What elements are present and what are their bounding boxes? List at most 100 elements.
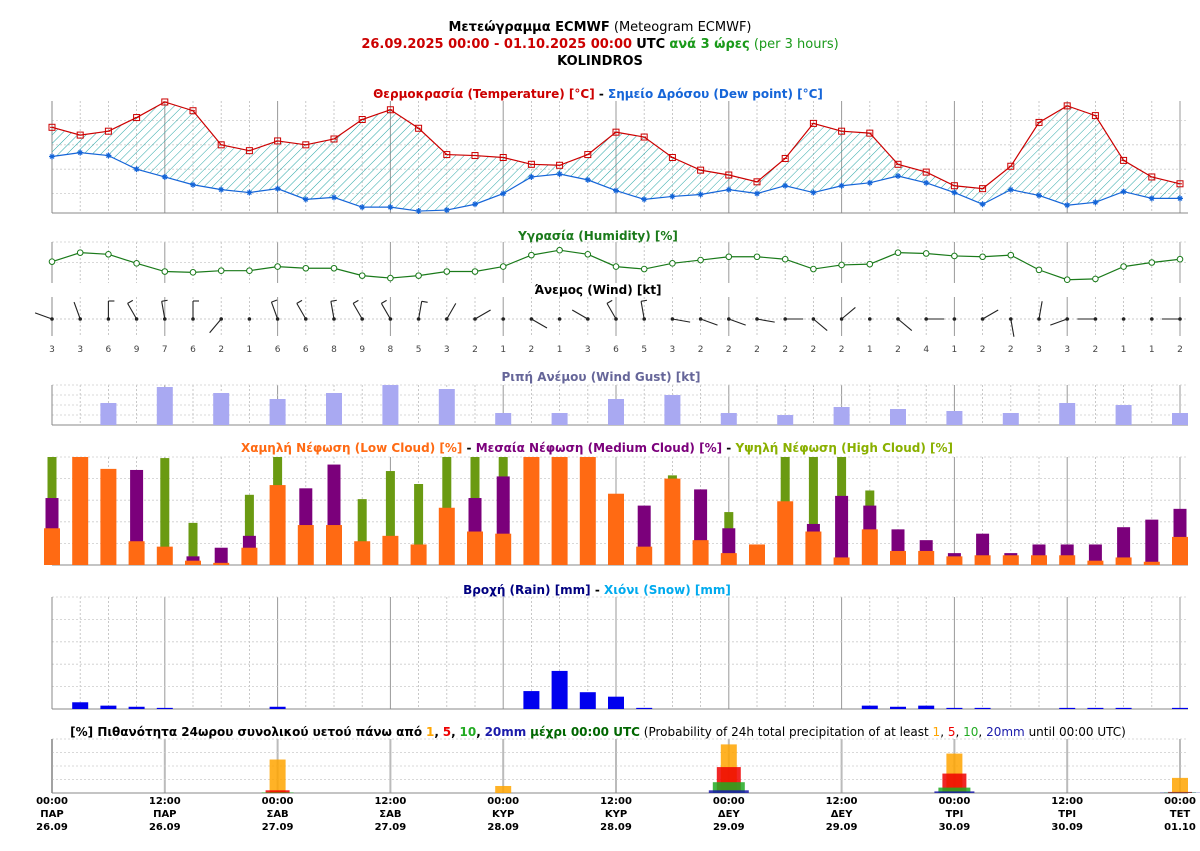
wind-barb-staff	[700, 318, 718, 326]
low-cloud-bar	[636, 546, 653, 565]
dewpoint-point	[782, 182, 789, 189]
temperature-point	[443, 151, 451, 159]
wind-barb-staff	[161, 301, 166, 320]
low-cloud-bar	[1002, 555, 1019, 565]
wind-speed-label: 7	[162, 345, 168, 355]
rain-bar	[156, 707, 173, 709]
humidity-point	[415, 272, 422, 279]
wind-speed-label: 1	[1149, 345, 1155, 355]
x-tick-date: 01.10	[1164, 822, 1196, 833]
gust-bar	[777, 415, 794, 425]
precip-panel-title: Βροχή (Rain) [mm] - Χιόνι (Snow) [mm]	[463, 583, 731, 597]
rain-bar	[72, 702, 89, 709]
wind-speed-label: 5	[641, 345, 647, 355]
humidity-point	[753, 253, 761, 261]
dewpoint-point	[528, 173, 535, 180]
low-cloud-bar	[410, 544, 427, 565]
rain-bar	[1172, 707, 1188, 709]
high-cloud-bar	[188, 522, 198, 565]
low-cloud-bar	[44, 528, 60, 565]
humidity-point	[387, 274, 394, 282]
wind-barb-staff	[1010, 318, 1015, 337]
temperature-point	[1035, 118, 1043, 126]
prob-10mm-bar	[712, 782, 745, 793]
humidity-point	[189, 269, 197, 276]
humidity-point	[246, 267, 253, 275]
x-tick-day: ΣΑΒ	[266, 809, 288, 820]
rain-bar	[636, 707, 653, 709]
dewpoint-point	[472, 201, 478, 208]
wind-barb-staff	[1038, 301, 1043, 320]
low-cloud-bar	[495, 533, 512, 565]
humidity-point	[612, 263, 620, 270]
temperature-point	[1176, 180, 1184, 188]
x-tick-time: 12:00	[826, 796, 858, 807]
wind-barb-staff	[606, 303, 617, 320]
wind-barb-staff	[270, 301, 279, 320]
wind-barb-staff	[296, 303, 307, 320]
wind-barb-staff	[209, 318, 222, 334]
chart-date-range: 26.09.2025 00:00 - 01.10.2025 00:00 UTC …	[361, 37, 838, 52]
high-cloud-bar	[808, 457, 818, 565]
x-tick-day: ΤΕΤ	[1170, 809, 1191, 820]
wind-speed-label: 9	[359, 345, 365, 355]
dewpoint-point	[161, 173, 168, 180]
dewpoint-point	[810, 189, 817, 196]
wind-station-dot	[1121, 317, 1126, 321]
dewpoint-point	[1092, 199, 1099, 206]
humidity-point	[810, 265, 817, 273]
prob-1mm-bar	[269, 759, 286, 793]
wind-speed-label: 1	[247, 345, 253, 355]
humidity-point	[76, 249, 84, 256]
medium-cloud-bar	[214, 547, 228, 565]
dewpoint-point	[302, 196, 309, 203]
temperature-point	[358, 116, 366, 124]
low-cloud-bar	[918, 550, 935, 565]
x-tick-day: ΠΑΡ	[40, 809, 63, 820]
dewpoint-point	[669, 193, 676, 200]
temperature-panel-title: Θερμοκρασία (Temperature) [°C] - Σημείο …	[373, 87, 823, 101]
low-cloud-bar	[241, 547, 258, 565]
temperature-point	[894, 160, 902, 168]
temperature-point	[697, 166, 705, 174]
wind-speed-label: 3	[585, 345, 591, 355]
wind-speed-label: 8	[331, 345, 337, 355]
rain-bar	[128, 706, 145, 709]
humidity-point	[528, 251, 535, 259]
dewpoint-point	[246, 189, 253, 196]
rain-bar	[579, 692, 596, 709]
dewpoint-point	[725, 186, 732, 193]
low-cloud-bar	[156, 546, 173, 565]
dewpoint-point	[190, 181, 196, 188]
temperature-point	[612, 128, 620, 136]
temperature-point	[640, 133, 648, 141]
wind-speed-label: 2	[895, 345, 901, 355]
humidity-point	[1035, 266, 1043, 274]
x-tick-time: 00:00	[262, 796, 294, 807]
rain-bar	[269, 706, 286, 709]
wind-barb-staff	[418, 301, 423, 320]
low-cloud-bar	[326, 525, 342, 565]
wind-speed-label: 6	[190, 345, 196, 355]
temp-dewpoint-hatched-area	[52, 101, 1180, 212]
gust-bar	[100, 403, 117, 425]
x-tick-day: ΤΡΙ	[945, 809, 963, 820]
x-tick-time: 12:00	[1051, 796, 1083, 807]
wind-barb-flag	[421, 300, 428, 303]
wind-speed-label: 3	[49, 345, 55, 355]
wind-barb-flag	[296, 299, 303, 304]
wind-panel-title: Άνεμος (Wind) [kt]	[534, 283, 661, 297]
rain-bar	[608, 696, 624, 709]
x-tick-date: 26.09	[36, 822, 68, 833]
wind-station-dot	[247, 317, 252, 321]
dewpoint-point	[613, 187, 619, 194]
low-cloud-bar	[467, 531, 483, 565]
wind-speed-label: 4	[923, 345, 929, 355]
medium-cloud-bar	[1117, 527, 1131, 565]
wind-station-dot	[1150, 317, 1154, 321]
wind-speed-label: 2	[1093, 345, 1099, 355]
temperature-point	[161, 98, 169, 106]
x-tick-day: ΠΑΡ	[153, 809, 176, 820]
prob-20mm-bar	[934, 791, 975, 793]
wind-barb-staff	[34, 312, 53, 320]
